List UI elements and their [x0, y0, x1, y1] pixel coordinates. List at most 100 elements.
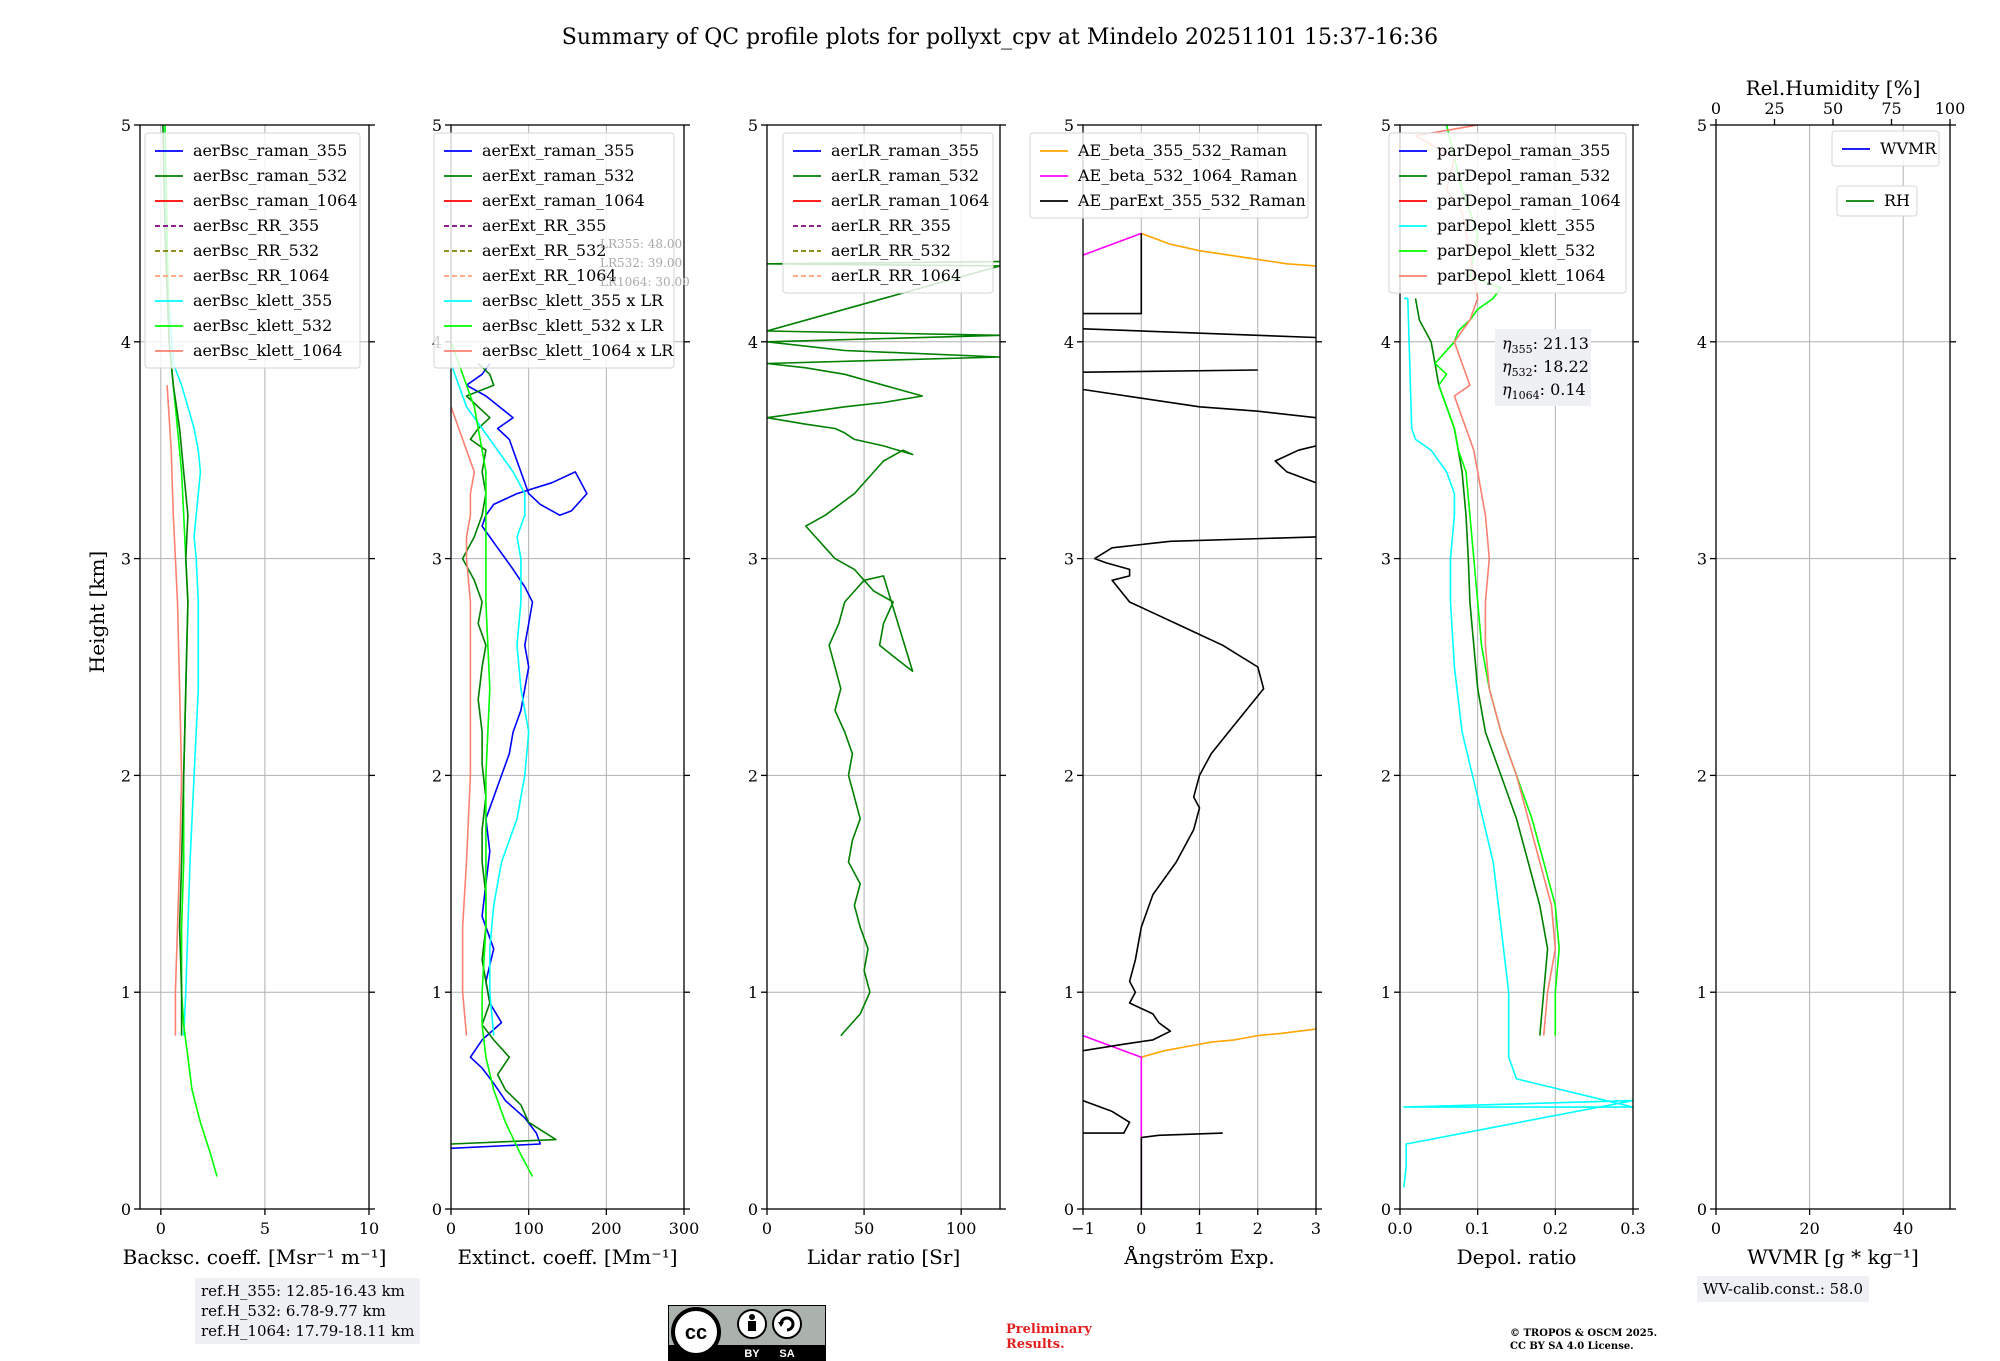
- y-tick-label: 3: [1064, 550, 1074, 569]
- x-tick-label: 0.2: [1543, 1219, 1568, 1238]
- axes-frame: [139, 124, 370, 1210]
- x-tick-label: 100: [946, 1219, 977, 1238]
- series-line-AE_parExt_355_532_Raman: [1083, 1099, 1131, 1134]
- ref-height-532: ref.H_532: 6.78-9.77 km: [201, 1302, 386, 1320]
- x-axis-label: Backsc. coeff. [Msr⁻¹ m⁻¹]: [123, 1245, 387, 1269]
- preliminary-note: Preliminary Results.: [1006, 1322, 1092, 1352]
- cc-text: cc: [685, 1322, 707, 1344]
- legend-label: aerBsc_klett_1064: [193, 341, 342, 360]
- legend-label: parDepol_klett_355: [1437, 216, 1595, 235]
- x-axis-label: Ångström Exp.: [1123, 1244, 1274, 1269]
- top-x-axis-label: Rel.Humidity [%]: [1746, 76, 1921, 100]
- axes-frame: [1715, 124, 1951, 1210]
- panel-bsc: 0 1 2 3 4 5 0 5 10 Backsc. coeff. [Msr⁻¹ m⁻¹] aerB…: [121, 116, 387, 1269]
- legend-label: parDepol_klett_1064: [1437, 266, 1606, 285]
- legend-label: aerBsc_klett_355: [193, 291, 332, 310]
- legend-label: parDepol_raman_1064: [1437, 191, 1621, 210]
- series-line-AE_beta_355_532_Raman: [1141, 232, 1316, 267]
- x-axis-label: Extinct. coeff. [Mm⁻¹]: [457, 1245, 677, 1269]
- ref-height-355: ref.H_355: 12.85-16.43 km: [201, 1282, 405, 1300]
- series-line-aerLR_raman_532: [767, 260, 1000, 1037]
- eta-background: [1495, 329, 1591, 406]
- x-tick-label: 1: [1194, 1219, 1204, 1238]
- legend-label: parDepol_raman_355: [1437, 141, 1610, 160]
- ref-heights-box: ref.H_355: 12.85-16.43 km ref.H_532: 6.7…: [195, 1278, 421, 1344]
- x-tick-label: 0: [156, 1219, 166, 1238]
- series-line-aerBsc_klett_1064 x LR: [451, 406, 476, 1036]
- y-tick-label: 2: [121, 766, 131, 785]
- y-tick-label: 1: [432, 983, 442, 1002]
- y-tick-label: 5: [1064, 116, 1074, 135]
- top-x-tick-label: 25: [1764, 99, 1784, 118]
- legend-label: aerBsc_klett_355 x LR: [482, 291, 664, 310]
- series-line-AE_parExt_355_532_Raman: [1083, 328, 1316, 339]
- y-tick-label: 4: [1697, 333, 1707, 352]
- y-tick-label: 0: [748, 1200, 758, 1219]
- y-tick-label: 4: [1064, 333, 1074, 352]
- legend-label: aerExt_RR_355: [482, 216, 606, 235]
- y-tick-label: 2: [1064, 766, 1074, 785]
- by-label: BY: [744, 1348, 760, 1360]
- top-x-tick-label: 100: [1935, 99, 1966, 118]
- x-tick-label: 300: [669, 1219, 700, 1238]
- series-line-AE_parExt_355_532_Raman: [1083, 233, 1143, 315]
- sa-share-icon: [772, 1309, 802, 1339]
- legend-lr: aerLR_raman_355 aerLR_raman_532 aerLR_rama…: [782, 132, 994, 294]
- x-tick-label: 0: [762, 1219, 772, 1238]
- x-tick-label: 0: [1711, 1219, 1721, 1238]
- x-tick-label: 0.1: [1465, 1219, 1490, 1238]
- y-tick-label: 0: [1697, 1200, 1707, 1219]
- legend-label: RH: [1884, 191, 1910, 210]
- y-tick-label: 4: [748, 333, 758, 352]
- legend-label: WVMR: [1880, 139, 1937, 158]
- legend-secondary-wv: RH: [1836, 185, 1918, 217]
- y-tick-label: 4: [1381, 333, 1391, 352]
- series-group: [1083, 232, 1316, 1209]
- legend-box: [1836, 185, 1918, 217]
- top-x-tick-label: 75: [1881, 99, 1901, 118]
- x-tick-label: 0: [1136, 1219, 1146, 1238]
- y-tick-label: 3: [121, 550, 131, 569]
- y-tick-label: 5: [121, 116, 131, 135]
- series-line-AE_parExt_355_532_Raman: [1083, 536, 1316, 1052]
- series-line-AE_beta_355_532_Raman: [1141, 1028, 1316, 1058]
- series-line-aerBsc_klett_532 x LR: [451, 341, 534, 1177]
- series-line-AE_parExt_355_532_Raman: [1274, 445, 1316, 484]
- y-tick-label: 5: [1381, 116, 1391, 135]
- x-tick-label: 50: [854, 1219, 874, 1238]
- legend-ext: aerExt_raman_355 aerExt_raman_532 aerExt_r…: [433, 132, 675, 369]
- x-tick-label: 5: [260, 1219, 270, 1238]
- x-tick-label: 20: [1799, 1219, 1819, 1238]
- eta-label: η1064: 0.14: [1502, 380, 1586, 402]
- cc-circle-icon: [671, 1307, 721, 1357]
- x-tick-label: 40: [1893, 1219, 1913, 1238]
- axes-frame: [450, 124, 685, 1210]
- legend-label: aerBsc_RR_532: [193, 241, 319, 260]
- legend-label: parDepol_raman_532: [1437, 166, 1610, 185]
- axes-frame: [766, 124, 1001, 1210]
- x-axis-label: WVMR [g * kg⁻¹]: [1747, 1245, 1919, 1269]
- legend-label: aerLR_RR_1064: [831, 266, 961, 285]
- legend-label: AE_beta_355_532_Raman: [1077, 141, 1287, 160]
- lr-label: LR532: 39.00: [600, 256, 682, 270]
- x-axis-label: Depol. ratio: [1457, 1245, 1577, 1269]
- wv-calib-box: WV-calib.const.: 58.0: [1697, 1276, 1870, 1302]
- y-tick-label: 3: [432, 550, 442, 569]
- panel-depol: 0 1 2 3 4 5 0.0 0.1 0.2 0.3 Depol. ratio parDepol_r…: [1381, 116, 1646, 1269]
- y-tick-label: 2: [1381, 766, 1391, 785]
- legend-label: aerLR_raman_1064: [831, 191, 989, 210]
- y-tick-label: 2: [748, 766, 758, 785]
- sa-label: SA: [779, 1348, 794, 1360]
- legend-label: aerBsc_raman_532: [193, 166, 347, 185]
- ref-height-1064: ref.H_1064: 17.79-18.11 km: [201, 1322, 415, 1340]
- series-line-AE_parExt_355_532_Raman: [1140, 1132, 1223, 1209]
- legend-box: [782, 132, 994, 294]
- legend-label: aerLR_raman_355: [831, 141, 979, 160]
- legend-label: parDepol_klett_532: [1437, 241, 1595, 260]
- series-line-AE_parExt_355_532_Raman: [1083, 388, 1316, 419]
- legend-box: [1388, 132, 1627, 294]
- lr-label: LR1064: 30.00: [600, 275, 690, 289]
- y-tick-label: 3: [1697, 550, 1707, 569]
- x-tick-label: 0.0: [1387, 1219, 1412, 1238]
